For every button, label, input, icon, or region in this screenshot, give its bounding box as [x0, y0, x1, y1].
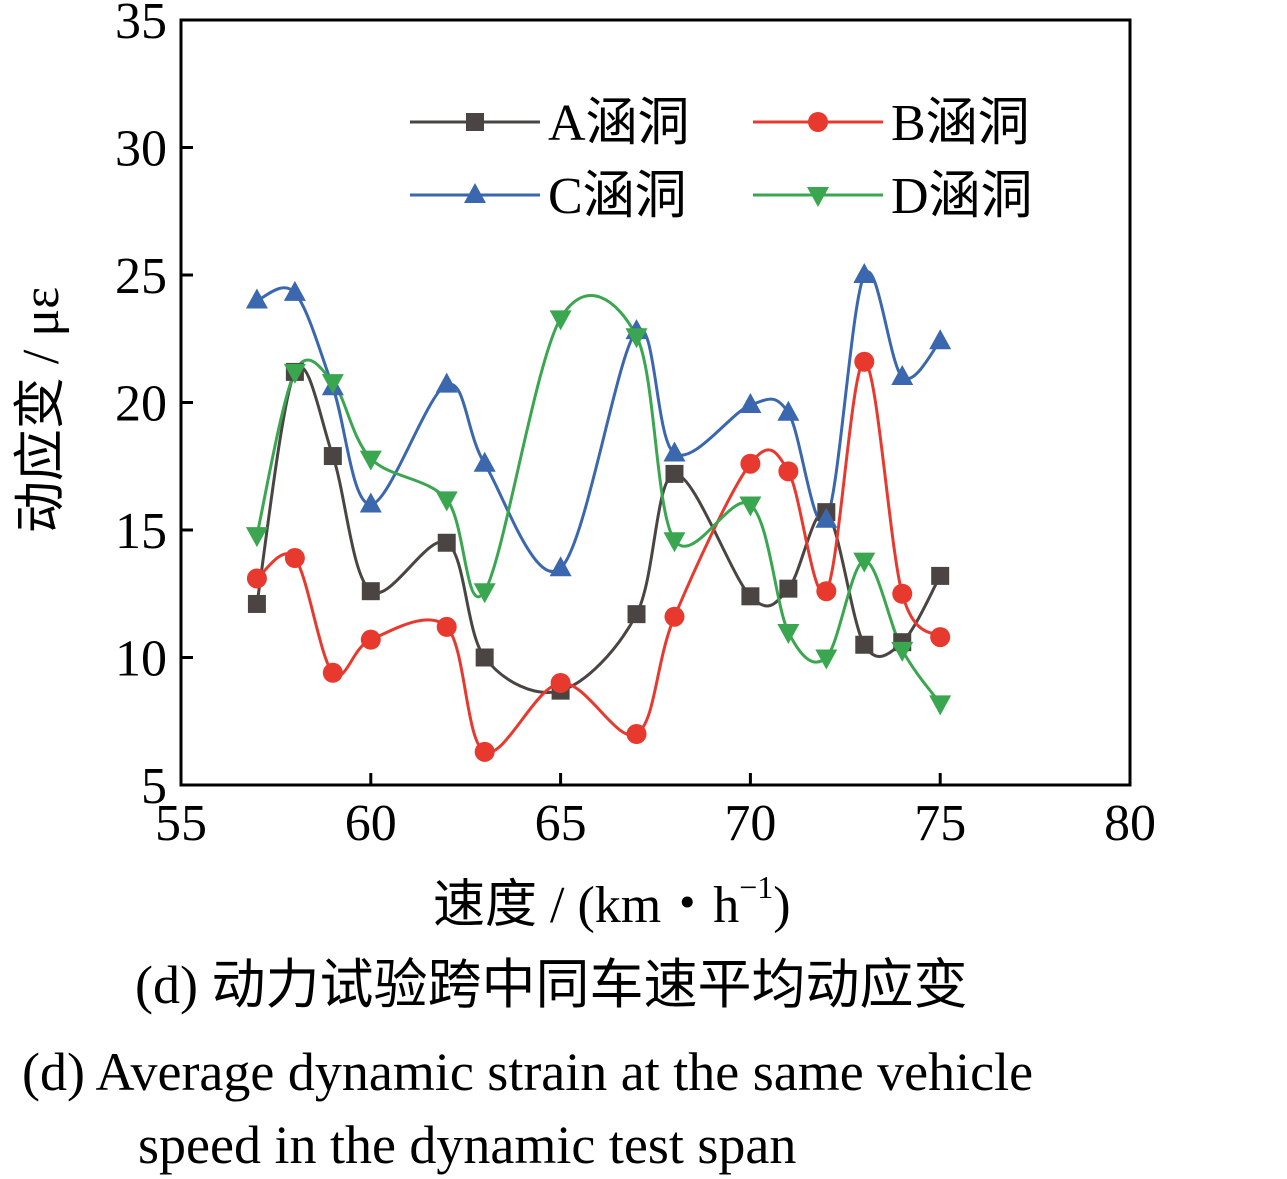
data-point-4	[853, 552, 876, 573]
caption-chinese: (d) 动力试验跨中同车速平均动应变	[135, 955, 968, 1015]
y-axis-title: 动应变 / με	[13, 287, 70, 533]
data-point-3	[359, 492, 382, 513]
x-tick-label: 65	[535, 795, 587, 852]
series-lines	[255, 270, 942, 755]
y-tick-label: 30	[115, 121, 167, 178]
data-point-1	[931, 566, 950, 585]
data-point-3	[549, 556, 572, 577]
data-point-3	[663, 441, 686, 462]
y-tick-label: 10	[115, 631, 167, 688]
data-point-4	[321, 374, 344, 395]
data-point-1	[247, 594, 266, 613]
data-point-2	[854, 351, 875, 372]
data-point-2	[322, 662, 343, 683]
data-point-2	[474, 741, 495, 762]
x-tick-label: 75	[914, 795, 966, 852]
data-point-4	[891, 641, 914, 662]
data-point-4	[815, 649, 838, 670]
x-axis-title-main: 速度 / (km・h	[433, 877, 739, 934]
x-tick-label: 60	[345, 795, 397, 852]
data-point-3	[891, 365, 914, 385]
x-tick-label: 80	[1104, 795, 1156, 852]
data-point-2	[550, 673, 571, 693]
data-point-3	[853, 263, 876, 283]
series-markers	[245, 263, 952, 762]
data-point-4	[777, 624, 800, 644]
data-point-4	[359, 450, 382, 471]
data-point-2	[930, 627, 951, 648]
data-point-1	[323, 447, 342, 466]
legend-marker	[466, 113, 484, 131]
x-axis-title-close: )	[773, 877, 790, 934]
data-point-1	[627, 605, 646, 624]
data-point-3	[929, 329, 952, 350]
x-tick-label: 70	[724, 795, 776, 852]
data-point-3	[739, 393, 762, 414]
x-axis-title-superscript: −1	[739, 869, 773, 905]
legend-label: B涵洞	[891, 95, 1030, 152]
data-point-1	[741, 587, 760, 606]
y-tick-label: 35	[115, 0, 167, 50]
data-point-3	[435, 372, 458, 393]
data-point-2	[360, 629, 381, 650]
data-point-3	[245, 288, 268, 309]
data-point-2	[436, 616, 457, 637]
data-point-2	[892, 583, 913, 604]
data-point-2	[778, 461, 799, 482]
data-point-2	[284, 548, 305, 569]
caption-english-line-1: (d) Average dynamic strain at the same v…	[22, 1042, 1034, 1102]
y-tick-label: 5	[141, 758, 167, 815]
data-point-4	[739, 496, 762, 517]
data-point-4	[663, 532, 686, 553]
data-point-3	[777, 400, 800, 421]
data-point-4	[245, 527, 268, 548]
data-point-2	[626, 724, 647, 744]
legend-marker	[808, 112, 828, 132]
data-point-4	[929, 695, 952, 716]
data-point-2	[246, 568, 267, 589]
data-point-1	[665, 464, 684, 483]
legend-label: D涵洞	[891, 168, 1033, 225]
data-point-2	[740, 453, 761, 474]
data-point-3	[283, 280, 306, 301]
x-axis-title: 速度 / (km・h−1)	[433, 869, 791, 934]
x-axis: 55 60 65 70 75 80	[155, 773, 1156, 852]
data-point-4	[473, 583, 496, 604]
legend-label: C涵洞	[548, 168, 687, 225]
series-line-2	[255, 360, 942, 755]
x-tick-label: 55	[155, 795, 207, 852]
series-line-4	[255, 294, 942, 705]
data-point-4	[549, 310, 572, 331]
y-tick-label: 25	[115, 248, 167, 305]
data-point-1	[779, 579, 798, 598]
legend-label: A涵洞	[548, 95, 690, 152]
data-point-4	[625, 328, 648, 349]
legend-marker	[807, 187, 829, 207]
y-axis: 5 10 15 20 25 30 35	[115, 0, 193, 815]
data-point-4	[283, 363, 306, 384]
data-point-3	[473, 451, 496, 472]
y-tick-label: 20	[115, 376, 167, 433]
data-point-4	[435, 491, 458, 512]
data-point-2	[816, 581, 837, 602]
data-point-2	[664, 606, 685, 627]
data-point-1	[361, 582, 380, 601]
y-tick-label: 15	[115, 503, 167, 560]
data-point-1	[855, 635, 874, 654]
data-point-1	[437, 533, 456, 552]
data-point-3	[815, 507, 838, 528]
legend-marker	[464, 183, 486, 203]
data-point-1	[475, 648, 494, 667]
caption-english-line-2: speed in the dynamic test span	[138, 1115, 797, 1175]
legend: A涵洞 B涵洞 C涵洞 D涵洞	[410, 95, 1033, 225]
